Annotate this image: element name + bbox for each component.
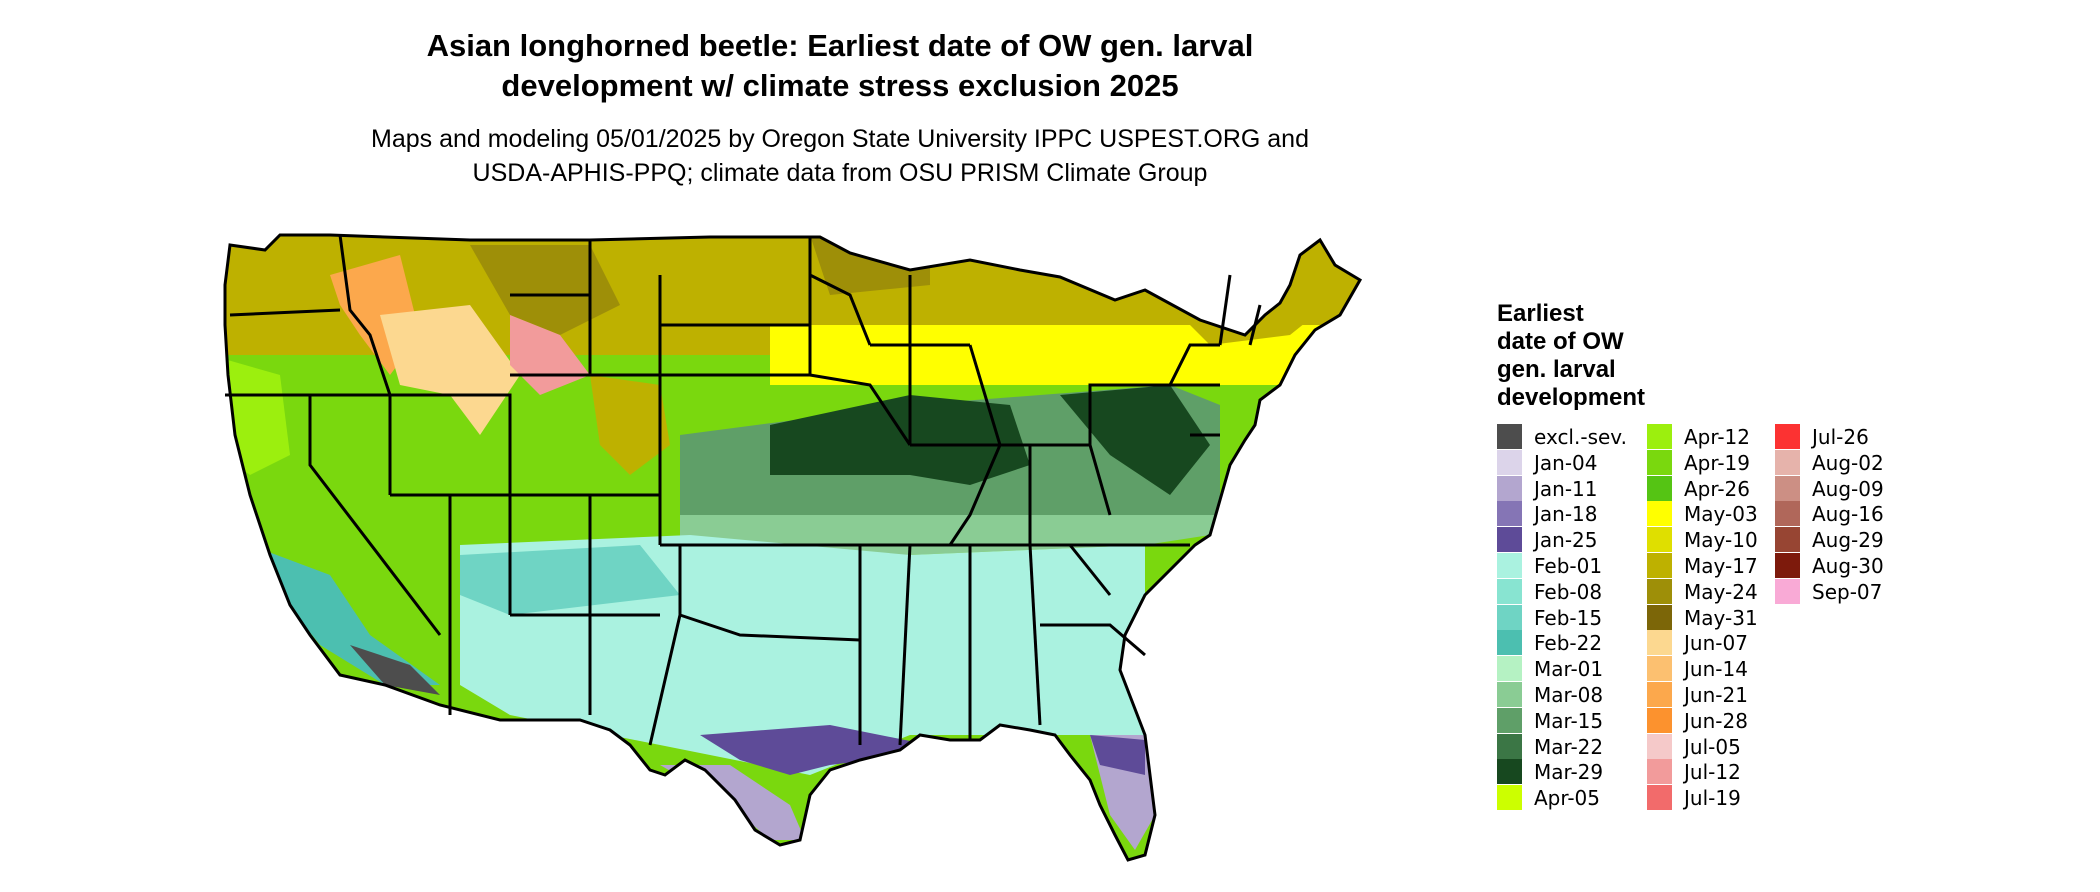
legend-label: Aug-09	[1812, 476, 1884, 501]
legend-swatch	[1497, 552, 1522, 578]
legend-swatch	[1775, 527, 1800, 553]
legend-label: Apr-19	[1684, 450, 1750, 475]
legend-label: Feb-01	[1534, 553, 1603, 578]
legend-swatch	[1647, 449, 1672, 475]
legend-swatch	[1647, 424, 1672, 449]
legend-title-line: gen. larval	[1497, 356, 1616, 383]
legend-label: Jan-25	[1534, 528, 1598, 553]
legend-label: Jul-19	[1684, 786, 1741, 811]
legend-swatch	[1497, 707, 1522, 733]
legend-swatch	[1497, 681, 1522, 707]
legend-swatch	[1497, 449, 1522, 475]
legend-swatch	[1775, 475, 1800, 501]
legend-label: Apr-12	[1684, 425, 1750, 449]
legend-label: Jul-12	[1684, 760, 1741, 785]
legend-label: Apr-26	[1684, 476, 1750, 501]
legend-swatch	[1497, 578, 1522, 604]
legend-swatch	[1497, 785, 1522, 811]
legend-swatch	[1647, 475, 1672, 501]
legend-title-line: development	[1497, 384, 1646, 411]
legend-label: Feb-22	[1534, 631, 1603, 656]
legend-label: Mar-01	[1534, 657, 1604, 682]
legend-label: May-10	[1684, 528, 1758, 553]
map-title-line-2: development w/ climate stress exclusion …	[501, 68, 1179, 103]
legend-label: May-03	[1684, 502, 1758, 527]
legend-label: Jul-05	[1684, 734, 1741, 759]
legend-swatch	[1647, 501, 1672, 527]
legend-label: Mar-29	[1534, 760, 1604, 785]
legend-swatch	[1497, 733, 1522, 759]
legend-swatch	[1647, 578, 1672, 604]
map-title: Asian longhorned beetle: Earliest date o…	[330, 26, 1350, 106]
legend-swatch	[1647, 681, 1672, 707]
map-fill	[225, 235, 1360, 860]
legend-label: Feb-08	[1534, 579, 1603, 604]
legend-label: Aug-30	[1812, 553, 1884, 578]
map-subtitle-line-1: Maps and modeling 05/01/2025 by Oregon S…	[371, 125, 1309, 153]
legend-swatch	[1497, 656, 1522, 682]
legend-label: Jun-21	[1684, 682, 1748, 707]
legend-label: May-31	[1684, 605, 1758, 630]
legend-swatch	[1497, 475, 1522, 501]
legend-label: Aug-02	[1812, 450, 1884, 475]
legend-swatch	[1647, 759, 1672, 785]
legend-label: Mar-08	[1534, 682, 1604, 707]
legend-swatch	[1775, 424, 1800, 449]
legend-label: Apr-05	[1534, 786, 1600, 811]
legend-swatch	[1647, 707, 1672, 733]
legend-swatch	[1775, 578, 1800, 604]
legend-swatch	[1647, 630, 1672, 656]
legend-label: Mar-22	[1534, 734, 1604, 759]
legend-swatch	[1647, 785, 1672, 811]
map-subtitle-line-2: USDA-APHIS-PPQ; climate data from OSU PR…	[472, 159, 1208, 187]
legend-swatch	[1497, 604, 1522, 630]
legend-label: Aug-16	[1812, 502, 1884, 527]
map-title-line-1: Asian longhorned beetle: Earliest date o…	[426, 28, 1254, 63]
legend-swatch	[1497, 424, 1522, 449]
legend-swatch	[1647, 733, 1672, 759]
legend-label: Jan-04	[1534, 450, 1598, 475]
map-subtitle: Maps and modeling 05/01/2025 by Oregon S…	[280, 122, 1400, 190]
legend-label: Jul-26	[1812, 425, 1869, 449]
legend-swatch	[1497, 501, 1522, 527]
legend-swatch	[1775, 449, 1800, 475]
legend-title-line: date of OW	[1497, 328, 1624, 355]
state-borders	[223, 233, 1363, 862]
legend-swatch	[1497, 759, 1522, 785]
legend-label: Jun-07	[1684, 631, 1748, 656]
legend-swatch	[1647, 552, 1672, 578]
legend-title: Earliest date of OW gen. larval developm…	[1497, 300, 1717, 412]
legend-label: Feb-15	[1534, 605, 1603, 630]
legend-swatch	[1647, 604, 1672, 630]
us-degree-day-map	[223, 233, 1363, 862]
legend-swatch	[1647, 656, 1672, 682]
legend-label: Sep-07	[1812, 579, 1883, 604]
legend-label: Jan-11	[1534, 476, 1598, 501]
legend-label: Jun-14	[1684, 657, 1748, 682]
legend-label: excl.-sev.	[1534, 425, 1627, 449]
legend-label: May-24	[1684, 579, 1758, 604]
legend-swatch	[1775, 501, 1800, 527]
legend-swatch	[1497, 527, 1522, 553]
legend-label: Aug-29	[1812, 528, 1884, 553]
legend-label: Mar-15	[1534, 708, 1604, 733]
legend-title-line: Earliest	[1497, 300, 1584, 327]
legend-label: May-17	[1684, 553, 1758, 578]
legend-swatch	[1497, 630, 1522, 656]
legend-label: Jun-28	[1684, 708, 1748, 733]
legend-label: Jan-18	[1534, 502, 1598, 527]
legend-swatch	[1647, 527, 1672, 553]
legend-swatch	[1775, 552, 1800, 578]
